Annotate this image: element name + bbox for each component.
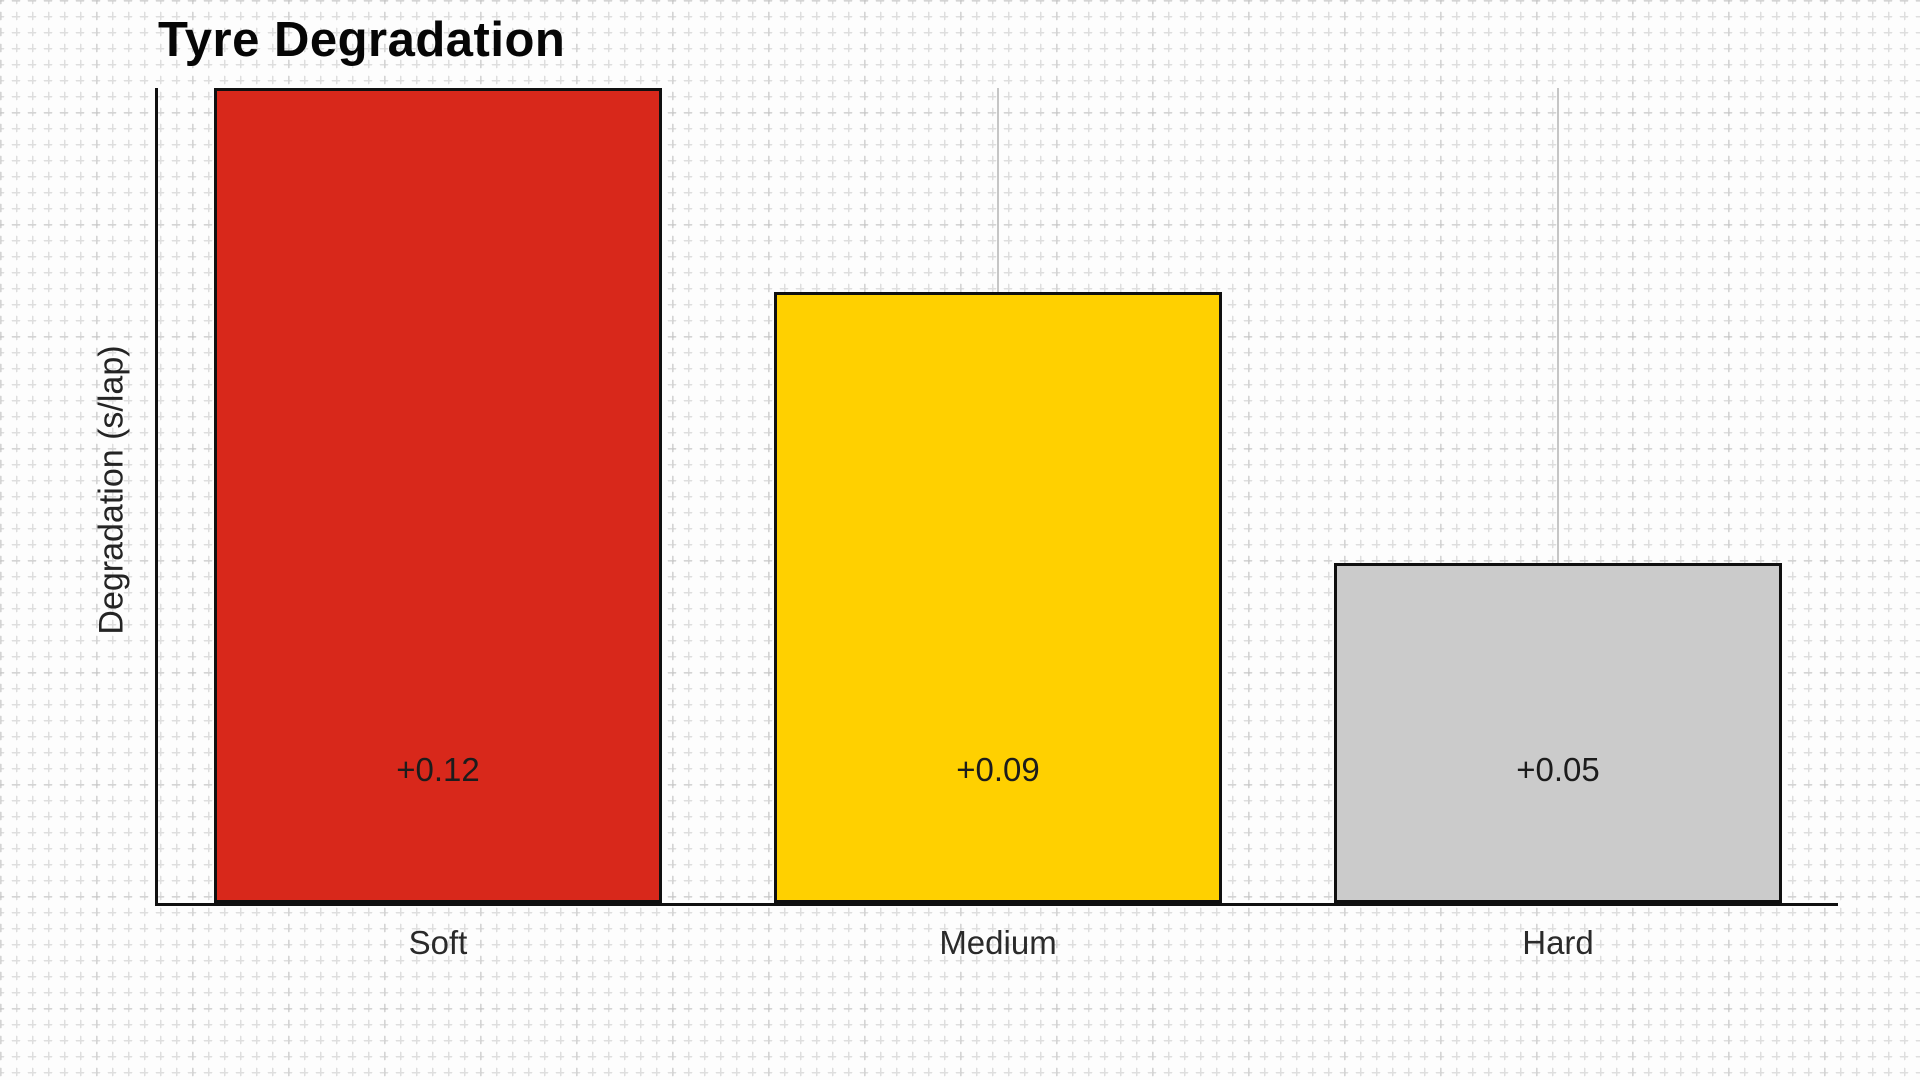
x-tick-label-medium: Medium <box>939 924 1057 961</box>
bar-value-label-hard: +0.05 <box>1516 751 1600 788</box>
x-tick-label-hard: Hard <box>1522 924 1594 961</box>
category-gridline <box>1557 88 1559 903</box>
chart-title: Tyre Degradation <box>158 13 566 67</box>
bar-soft: +0.12 <box>214 88 662 903</box>
bar-hard: +0.05 <box>1334 563 1782 903</box>
x-tick-label-soft: Soft <box>408 924 468 961</box>
bar-value-label-soft: +0.12 <box>396 751 480 788</box>
bar-medium: +0.09 <box>774 291 1222 903</box>
bar-value-label-medium: +0.09 <box>956 751 1040 788</box>
plot-area: +0.12 Soft +0.09 Medium +0.05 Hard <box>155 88 1838 961</box>
y-axis-label: Degradation (s/lap) <box>92 345 131 635</box>
